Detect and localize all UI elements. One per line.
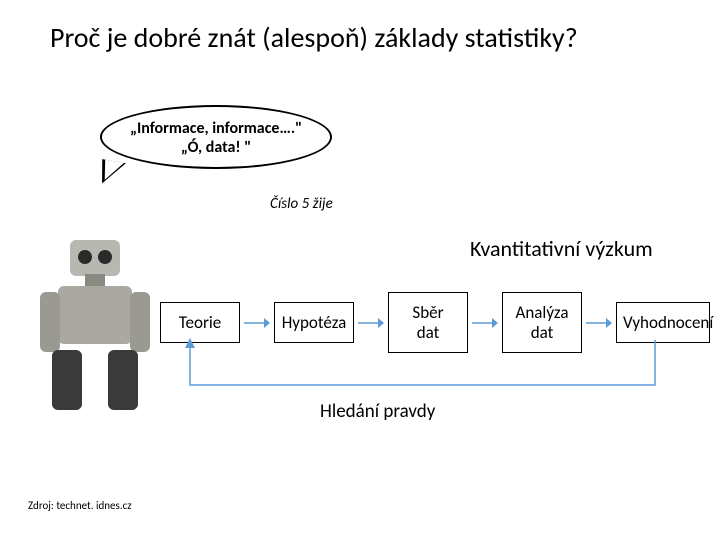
- flow-arrow-icon: [472, 315, 498, 331]
- feedback-label: Hledání pravdy: [320, 400, 435, 423]
- robot-arm-right: [130, 292, 150, 352]
- flow-arrow-icon: [586, 315, 612, 331]
- speech-bubble-body: „Informace, informace…." „Ó, data! ": [100, 105, 332, 169]
- speech-bubble-tail: [98, 159, 126, 187]
- slide: Proč je dobré znát (alespoň) základy sta…: [0, 0, 720, 540]
- feedback-arrow: [150, 330, 710, 410]
- slide-title: Proč je dobré znát (alespoň) základy sta…: [50, 20, 690, 55]
- robot-tread-right: [108, 350, 138, 410]
- robot-arm-left: [40, 292, 60, 352]
- section-title: Kvantitativní výzkum: [470, 235, 653, 262]
- flow-arrow-icon: [244, 315, 270, 331]
- bubble-caption: Číslo 5 žije: [270, 195, 333, 213]
- speech-bubble: „Informace, informace…." „Ó, data! ": [100, 105, 332, 169]
- robot-tread-left: [52, 350, 82, 410]
- bubble-line-1: „Informace, informace….": [130, 119, 302, 138]
- robot-eyes: [78, 250, 112, 264]
- robot-image-placeholder: [30, 240, 160, 415]
- bubble-line-2: „Ó, data! ": [130, 138, 302, 157]
- robot-head: [70, 240, 120, 276]
- robot-body: [58, 286, 132, 344]
- flow-arrow-icon: [358, 315, 384, 331]
- source-text: Zdroj: technet. idnes.cz: [28, 499, 132, 512]
